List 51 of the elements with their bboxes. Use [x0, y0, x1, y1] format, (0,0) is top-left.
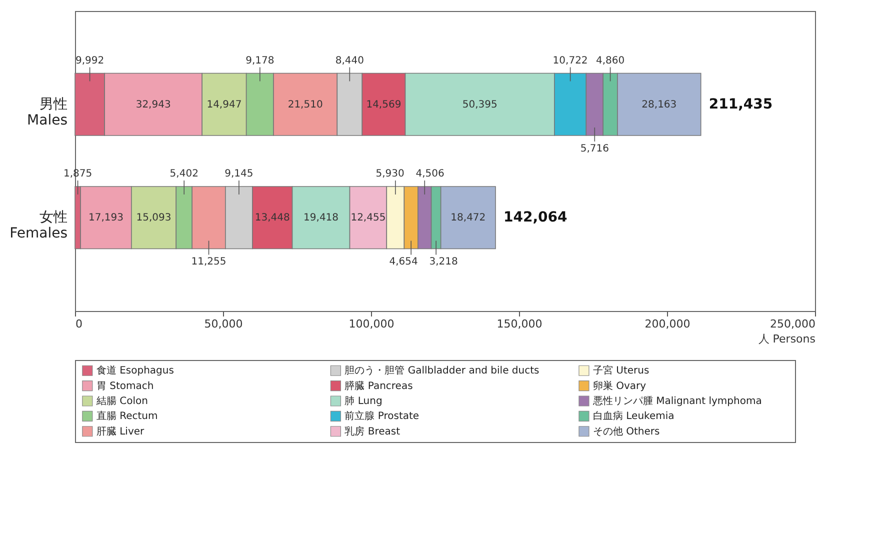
- data-label: 3,218: [429, 256, 458, 268]
- data-label: 10,722: [552, 55, 588, 66]
- data-label: 5,930: [376, 168, 404, 180]
- x-tick-label: 50,000: [204, 318, 243, 330]
- data-label: 32,943: [136, 99, 171, 110]
- x-tick-label: 100,000: [348, 318, 394, 330]
- x-tick-label: 200,000: [644, 318, 690, 330]
- legend-label: 前立腺 Prostate: [344, 410, 420, 422]
- legend-label: 白血病 Leukemia: [592, 410, 674, 422]
- x-tick-label: 250,000: [770, 318, 816, 330]
- legend-label: 胃 Stomach: [96, 380, 154, 392]
- data-label: 19,418: [304, 212, 339, 224]
- data-label: 5,402: [170, 168, 198, 180]
- data-label: 21,510: [288, 99, 323, 110]
- legend-label: 肺 Lung: [344, 395, 382, 407]
- data-label: 13,448: [254, 212, 290, 224]
- data-label: 50,395: [462, 99, 498, 110]
- legend-label: 子宮 Uterus: [592, 364, 650, 377]
- data-label: 5,716: [580, 144, 609, 155]
- legend-label: 悪性リンパ腫 Malignant lymphoma: [592, 395, 762, 407]
- data-label: 8,440: [335, 55, 364, 66]
- data-label: 14,569: [366, 99, 402, 110]
- data-label: 4,654: [389, 256, 418, 268]
- legend-label: その他 Others: [592, 425, 660, 438]
- data-label: 15,093: [136, 212, 172, 224]
- x-axis-title: 人 Persons: [758, 332, 816, 346]
- data-label: 4,860: [596, 55, 625, 66]
- data-label: 18,472: [450, 212, 486, 224]
- y-tick-label: 女性 Females: [10, 210, 68, 242]
- total-label: 211,435: [708, 96, 773, 112]
- x-tick-label: 150,000: [496, 318, 542, 330]
- data-label: 11,255: [191, 256, 226, 268]
- y-tick-label: 男性 Males: [27, 96, 68, 128]
- data-label: 4,506: [416, 168, 444, 180]
- legend-label: 肝臓 Liver: [96, 425, 146, 438]
- legend-label: 膵臓 Pancreas: [344, 380, 413, 392]
- legend-label: 食道 Esophagus: [96, 364, 174, 377]
- data-label: 17,193: [88, 212, 124, 224]
- data-label: 9,178: [246, 55, 274, 66]
- data-label: 14,947: [206, 99, 242, 110]
- x-tick-label: 0: [76, 318, 82, 330]
- data-label: 28,163: [642, 99, 677, 110]
- data-label: 9,992: [75, 55, 104, 66]
- legend-label: 乳房 Breast: [344, 425, 400, 438]
- legend-label: 直腸 Rectum: [96, 410, 158, 422]
- total-label: 142,064: [504, 210, 568, 226]
- legend-label: 卵巣 Ovary: [592, 380, 646, 392]
- legend-label: 胆のう・胆管 Gallbladder and bile ducts: [344, 366, 540, 377]
- data-label: 9,145: [224, 168, 254, 180]
- legend-label: 結腸 Colon: [95, 396, 148, 407]
- data-label: 12,455: [350, 212, 386, 224]
